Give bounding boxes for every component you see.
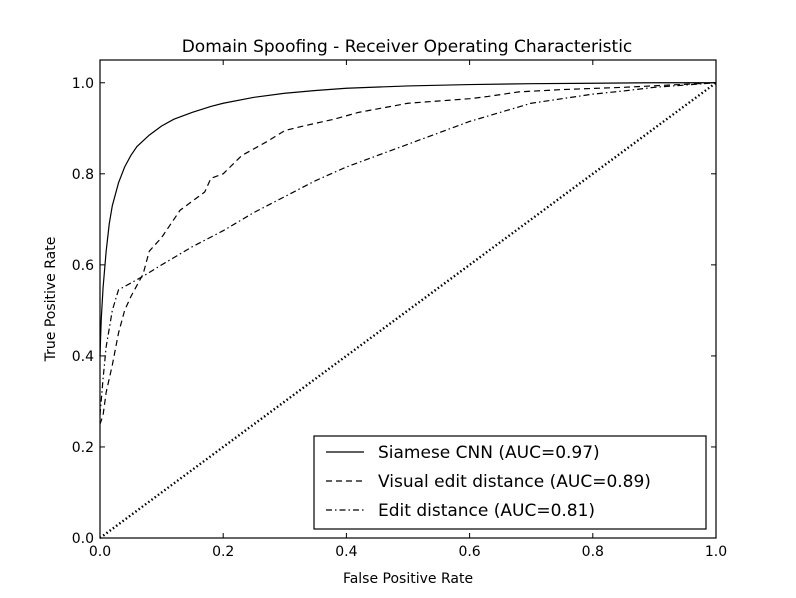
x-tick-label: 0.8	[582, 544, 604, 560]
legend-label-siamese-cnn: Siamese CNN (AUC=0.97)	[378, 443, 600, 463]
y-tick-label: 0.2	[72, 440, 94, 456]
x-tick-label: 0.2	[212, 544, 234, 560]
y-tick-label: 0.6	[72, 258, 94, 274]
x-tick-label: 0.6	[458, 544, 480, 560]
series-siamese-cnn	[99, 82, 716, 356]
legend-box	[313, 435, 707, 530]
y-tick-label: 0.8	[72, 167, 94, 183]
x-axis-label: False Positive Rate	[343, 571, 473, 587]
x-tick-label: 0.0	[89, 544, 111, 560]
chart-title: Domain Spoofing - Receiver Operating Cha…	[182, 37, 633, 57]
x-tick-label: 1.0	[705, 544, 727, 560]
x-tick-label: 0.4	[335, 544, 357, 560]
legend: Siamese CNN (AUC=0.97) Visual edit dista…	[313, 435, 707, 530]
series-edit-distance	[99, 82, 717, 416]
x-axis-ticks: 0.0 0.2 0.4 0.6 0.8 1.0	[89, 60, 727, 560]
y-axis-label: True Positive Rate	[43, 237, 59, 363]
series-layer	[99, 81, 717, 539]
y-tick-label: 0.4	[72, 349, 94, 365]
series-visual-edit-distance	[99, 82, 717, 425]
plot-frame	[99, 59, 717, 539]
y-axis-ticks: 0.0 0.2 0.4 0.6 0.8 1.0	[72, 76, 716, 547]
legend-label-edit-distance: Edit distance (AUC=0.81)	[378, 501, 595, 521]
y-tick-label: 1.0	[72, 76, 94, 92]
legend-label-visual-edit-distance: Visual edit distance (AUC=0.89)	[378, 472, 651, 492]
y-tick-label: 0.0	[72, 531, 94, 547]
